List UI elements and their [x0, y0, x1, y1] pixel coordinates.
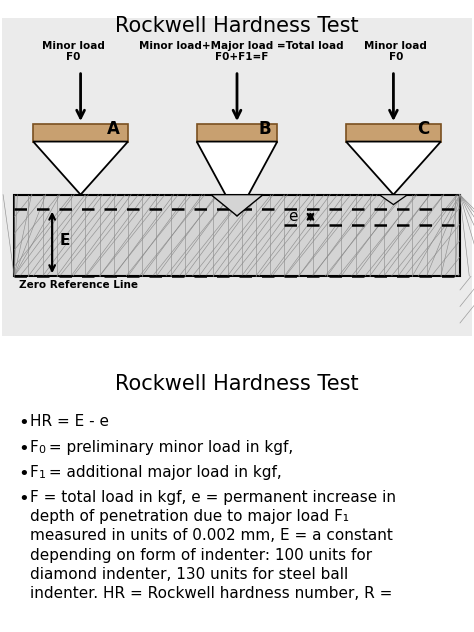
Text: 1: 1 — [38, 470, 46, 480]
Text: e: e — [288, 209, 297, 224]
Text: = additional major load in kgf,: = additional major load in kgf, — [44, 465, 282, 480]
Text: B: B — [258, 120, 271, 138]
Text: C: C — [417, 120, 429, 138]
Text: Rockwell Hardness Test: Rockwell Hardness Test — [115, 374, 359, 394]
Text: •: • — [18, 490, 29, 508]
Text: Zero Reference Line: Zero Reference Line — [19, 281, 138, 290]
Text: = preliminary minor load in kgf,: = preliminary minor load in kgf, — [44, 440, 293, 455]
Text: •: • — [18, 440, 29, 458]
Bar — [33, 124, 128, 142]
Polygon shape — [346, 142, 441, 195]
Polygon shape — [33, 142, 128, 195]
Text: •: • — [18, 465, 29, 483]
Text: F: F — [30, 440, 39, 455]
Polygon shape — [197, 142, 277, 216]
Text: A: A — [107, 120, 119, 138]
Polygon shape — [379, 195, 408, 205]
Text: E: E — [59, 233, 70, 248]
Bar — [197, 124, 277, 142]
Text: •: • — [18, 414, 29, 432]
Text: Minor load
F0: Minor load F0 — [365, 40, 427, 63]
Text: F: F — [30, 465, 39, 480]
Text: Rockwell Hardness Test: Rockwell Hardness Test — [115, 16, 359, 36]
Text: F = total load in kgf, e = permanent increase in
depth of penetration due to maj: F = total load in kgf, e = permanent inc… — [30, 490, 396, 601]
Text: Minor load
F0: Minor load F0 — [42, 40, 105, 63]
Text: 0: 0 — [38, 445, 46, 455]
Text: HR = E - e: HR = E - e — [30, 414, 109, 429]
Bar — [346, 124, 441, 142]
Text: Minor load+Major load =Total load
F0+F1=F: Minor load+Major load =Total load F0+F1=… — [139, 40, 344, 63]
Polygon shape — [211, 195, 263, 216]
Bar — [14, 195, 460, 276]
FancyBboxPatch shape — [2, 18, 472, 336]
